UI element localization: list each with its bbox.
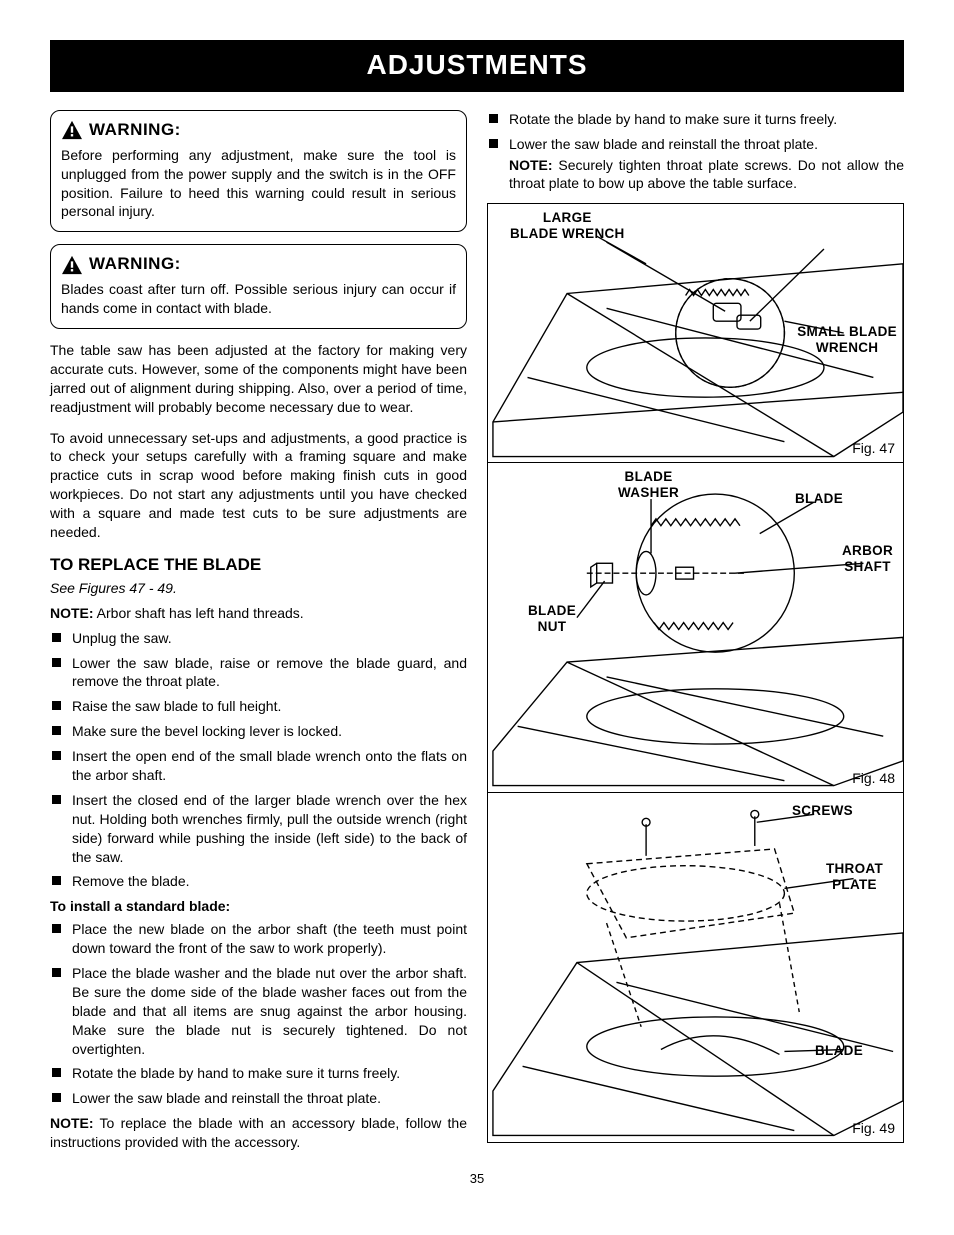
callout-blade: BLADE [795,491,843,507]
list-item: Remove the blade. [50,872,467,891]
list-item: Place the new blade on the arbor shaft (… [50,920,467,958]
figure-49-svg [488,793,903,1142]
warning-triangle-icon [61,120,83,140]
content-columns: WARNING: Before performing any adjustmen… [50,110,904,1158]
list-item: Rotate the blade by hand to make sure it… [487,110,904,129]
warning-label-1: WARNING: [89,119,181,142]
note-1: NOTE: Arbor shaft has left hand threads. [50,604,467,623]
callout-screws: SCREWS [792,803,853,819]
callout-small-wrench: SMALL BLADEWRENCH [797,324,897,355]
left-column: WARNING: Before performing any adjustmen… [50,110,467,1158]
callout-blade-washer: BLADEWASHER [618,469,679,500]
warning-box-2: WARNING: Blades coast after turn off. Po… [50,244,467,329]
install-steps-list: Place the new blade on the arbor shaft (… [50,920,467,1108]
list-item: Insert the open end of the small blade w… [50,747,467,785]
callout-throat-plate: THROATPLATE [826,861,883,892]
list-item: Insert the closed end of the larger blad… [50,791,467,867]
section-heading: TO REPLACE THE BLADE [50,554,467,577]
figure-49: SCREWS THROATPLATE BLADE [487,793,904,1143]
right-note: NOTE: Securely tighten throat plate scre… [487,156,904,194]
list-item: Make sure the bevel locking lever is loc… [50,722,467,741]
list-item: Place the blade washer and the blade nut… [50,964,467,1058]
install-heading: To install a standard blade: [50,897,467,916]
figure-47: LARGEBLADE WRENCH SMALL BLADEWRENCH [487,203,904,463]
callout-blade-nut: BLADENUT [528,603,576,634]
note-2: NOTE: To replace the blade with an acces… [50,1114,467,1152]
list-item: Lower the saw blade, raise or remove the… [50,654,467,692]
callout-large-wrench: LARGEBLADE WRENCH [510,210,625,241]
warning-triangle-icon [61,255,83,275]
figure-label-47: Fig. 47 [852,439,895,458]
warning-label-2: WARNING: [89,253,181,276]
intro-para-2: To avoid unnecessary set-ups and adjustm… [50,429,467,542]
warning-text-2: Blades coast after turn off. Possible se… [61,280,456,318]
callout-arbor-shaft: ARBORSHAFT [842,543,893,574]
warning-text-1: Before performing any adjustment, make s… [61,146,456,222]
see-figures: See Figures 47 - 49. [50,579,467,598]
list-item: Raise the saw blade to full height. [50,697,467,716]
figure-48: BLADEWASHER BLADE ARBORSHAFT BLADENUT [487,463,904,793]
intro-para-1: The table saw has been adjusted at the f… [50,341,467,417]
page-number: 35 [50,1170,904,1188]
callout-blade-49: BLADE [815,1043,863,1059]
warning-box-1: WARNING: Before performing any adjustmen… [50,110,467,233]
list-item: Unplug the saw. [50,629,467,648]
remove-steps-list: Unplug the saw. Lower the saw blade, rai… [50,629,467,892]
page-title: ADJUSTMENTS [50,40,904,92]
list-item: Lower the saw blade and reinstall the th… [487,135,904,154]
figure-label-48: Fig. 48 [852,769,895,788]
list-item: Lower the saw blade and reinstall the th… [50,1089,467,1108]
list-item: Rotate the blade by hand to make sure it… [50,1064,467,1083]
right-steps-list: Rotate the blade by hand to make sure it… [487,110,904,154]
figure-label-49: Fig. 49 [852,1119,895,1138]
right-column: Rotate the blade by hand to make sure it… [487,110,904,1158]
